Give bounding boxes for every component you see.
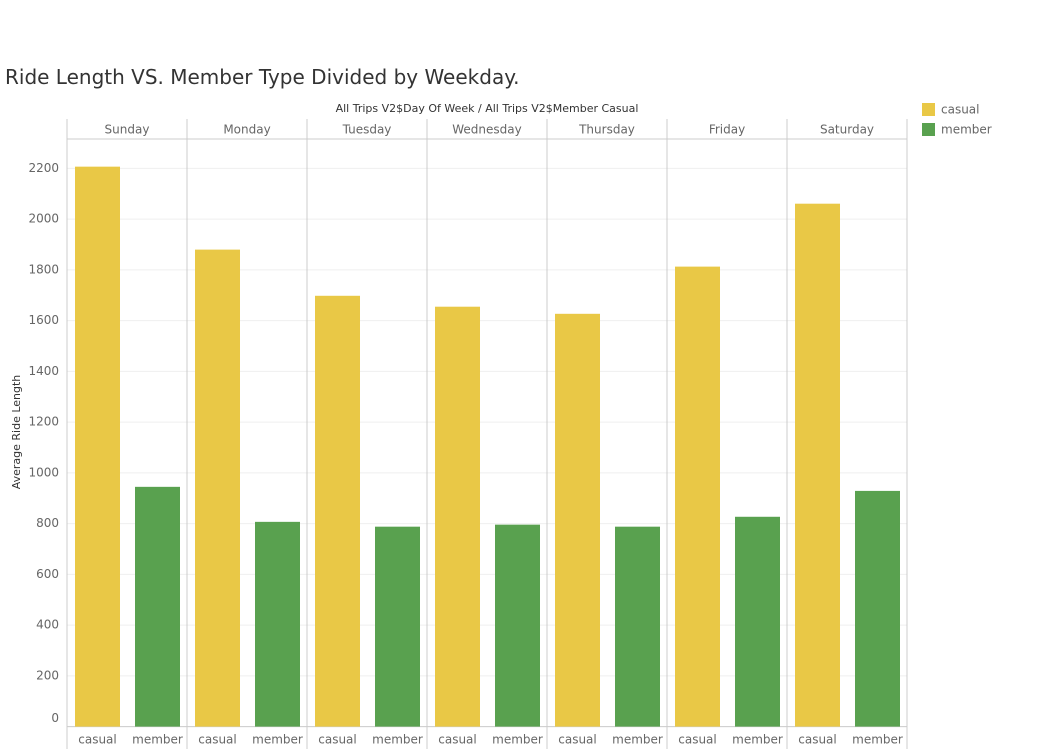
bar — [435, 306, 480, 727]
bar — [195, 249, 240, 727]
x-tick-label: member — [252, 733, 303, 747]
bar — [795, 203, 840, 727]
chart-title: Ride Length VS. Member Type Divided by W… — [5, 65, 520, 89]
bar — [855, 490, 900, 727]
x-tick-label: member — [492, 733, 543, 747]
x-tick-label: member — [852, 733, 903, 747]
y-tick-label: 800 — [36, 516, 59, 530]
legend-swatch — [922, 103, 935, 116]
x-tick-label: casual — [318, 733, 357, 747]
x-tick-label: casual — [798, 733, 837, 747]
x-tick-label: member — [732, 733, 783, 747]
bar — [615, 526, 660, 727]
legend-swatch — [922, 123, 935, 136]
y-tick-label: 2000 — [28, 212, 59, 226]
panel-header: Sunday — [105, 123, 150, 137]
bar — [135, 486, 180, 727]
panel-header: Wednesday — [452, 123, 521, 137]
bar — [735, 516, 780, 727]
y-axis-label: Average Ride Length — [10, 375, 23, 490]
y-tick-label: 600 — [36, 567, 59, 581]
y-tick-label: 400 — [36, 618, 59, 632]
y-tick-label: 1000 — [28, 465, 59, 479]
legend-label: casual — [941, 103, 980, 117]
column-header: All Trips V2$Day Of Week / All Trips V2$… — [336, 102, 639, 115]
bar — [315, 295, 360, 727]
y-tick-label: 1400 — [28, 364, 59, 378]
y-tick-label: 1600 — [28, 313, 59, 327]
y-tick-label: 1800 — [28, 262, 59, 276]
bar — [75, 166, 120, 727]
x-tick-label: casual — [678, 733, 717, 747]
panel-header: Tuesday — [342, 123, 392, 137]
y-tick-label: 0 — [51, 711, 59, 725]
y-tick-label: 1200 — [28, 415, 59, 429]
panel-header: Saturday — [820, 123, 874, 137]
y-tick-label: 2200 — [28, 161, 59, 175]
x-tick-label: casual — [198, 733, 237, 747]
x-tick-label: member — [372, 733, 423, 747]
panel-header: Monday — [223, 123, 270, 137]
y-tick-label: 200 — [36, 668, 59, 682]
x-tick-label: casual — [558, 733, 597, 747]
bar — [375, 526, 420, 727]
bar — [495, 524, 540, 727]
bar — [675, 266, 720, 727]
x-tick-label: casual — [78, 733, 117, 747]
x-tick-label: member — [612, 733, 663, 747]
panel-header: Friday — [709, 123, 745, 137]
panel-header: Thursday — [578, 123, 635, 137]
legend-label: member — [941, 123, 992, 137]
x-tick-label: casual — [438, 733, 477, 747]
bar — [255, 521, 300, 727]
x-tick-label: member — [132, 733, 183, 747]
bar — [555, 313, 600, 727]
